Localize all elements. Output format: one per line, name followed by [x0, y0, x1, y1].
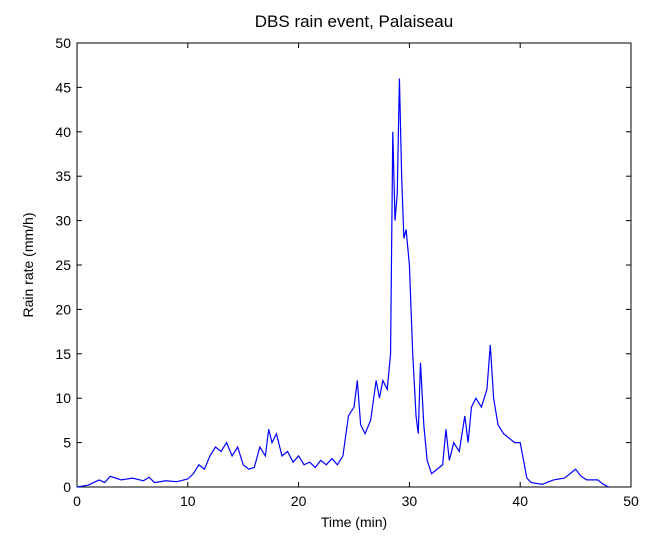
y-tick-label: 40 — [55, 124, 71, 140]
y-tick-label: 5 — [63, 435, 71, 451]
plot-area — [76, 42, 632, 488]
x-tick-label: 40 — [512, 493, 528, 509]
chart-title: DBS rain event, Palaiseau — [255, 12, 453, 31]
y-tick-label: 35 — [55, 168, 71, 184]
x-tick-label: 0 — [73, 493, 81, 509]
y-tick-label: 25 — [55, 257, 71, 273]
x-tick-label: 20 — [291, 493, 307, 509]
y-tick-label: 45 — [55, 79, 71, 95]
y-tick-label: 20 — [55, 301, 71, 317]
x-axis-label: Time (min) — [321, 514, 387, 530]
y-tick-label: 50 — [55, 35, 71, 51]
x-tick-label: 50 — [623, 493, 639, 509]
data-line — [76, 78, 610, 488]
y-tick-label: 0 — [63, 479, 71, 495]
x-tick-label: 30 — [402, 493, 418, 509]
y-tick-label: 30 — [55, 213, 71, 229]
y-axis-label: Rain rate (mm/h) — [20, 212, 36, 317]
y-tick-label: 15 — [55, 346, 71, 362]
y-tick-label: 10 — [55, 390, 71, 406]
x-tick-label: 10 — [180, 493, 196, 509]
